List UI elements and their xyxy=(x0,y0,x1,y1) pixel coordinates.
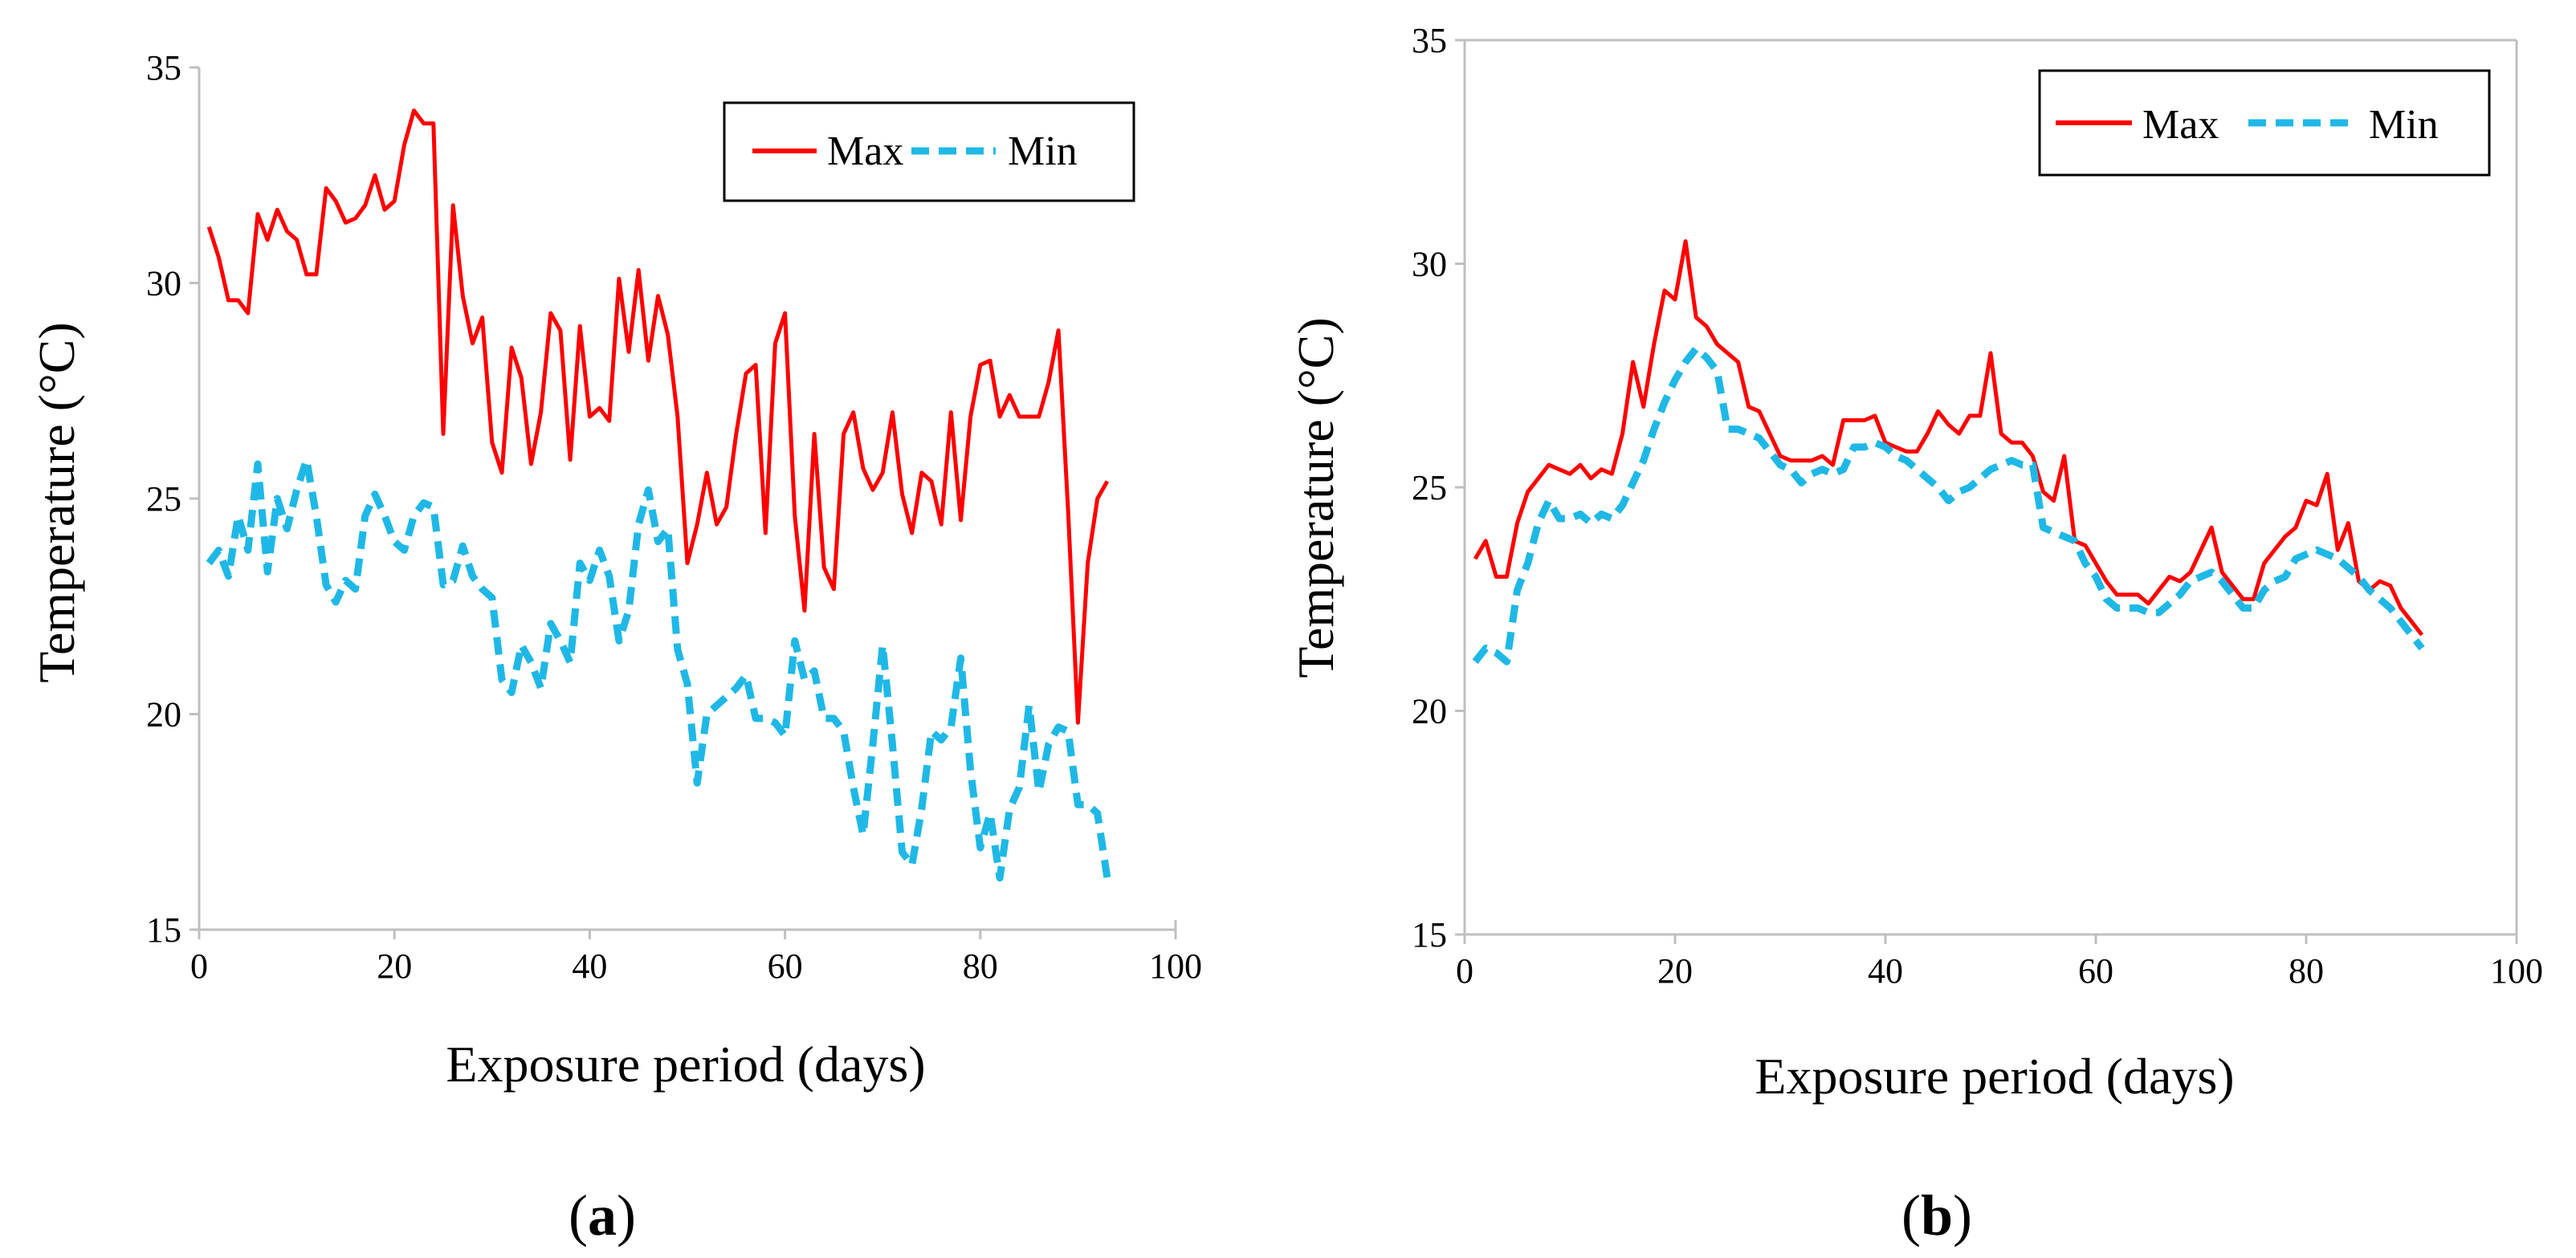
plot-area-a: 15 20 25 30 35 0 20 40 60 80 100 xyxy=(146,48,1202,986)
y-tick-label-a-20: 20 xyxy=(146,695,181,735)
x-tick-label-a-60: 60 xyxy=(768,947,803,986)
legend-label-min-b: Min xyxy=(2369,102,2439,148)
x-tick-label-b-20: 20 xyxy=(1657,951,1693,991)
y-tick-label-a-15: 15 xyxy=(146,910,181,950)
series-line-min-a xyxy=(206,456,1111,882)
chart-b: 15 20 25 30 35 0 20 40 60 80 100 Exposure period (… xyxy=(1287,21,2543,1105)
legend-label-min-a: Min xyxy=(1008,128,1078,174)
legend-a: Max Min xyxy=(723,101,1135,202)
y-tick-label-b-20: 20 xyxy=(1412,692,1447,731)
panel-label-b: (b) xyxy=(1901,1183,1972,1248)
x-tick-label-b-40: 40 xyxy=(1868,951,1903,991)
x-tick-label-b-80: 80 xyxy=(2289,951,2324,991)
y-tick-label-b-15: 15 xyxy=(1412,915,1447,955)
y-tick-label-b-30: 30 xyxy=(1412,245,1447,284)
series-line-min-b xyxy=(1472,344,2425,666)
x-tick-label-a-40: 40 xyxy=(572,947,607,986)
y-tick-label-b-35: 35 xyxy=(1412,21,1447,60)
legend-b: Max Min xyxy=(2038,69,2491,177)
x-tick-label-a-100: 100 xyxy=(1149,947,1202,986)
y-tick-label-a-30: 30 xyxy=(146,264,181,303)
legend-label-max-b: Max xyxy=(2142,102,2219,148)
series-line-max-a xyxy=(206,108,1110,725)
x-tick-label-a-80: 80 xyxy=(963,947,998,986)
x-tick-label-a-0: 0 xyxy=(190,947,208,986)
x-axis-title-a: Exposure period (days) xyxy=(446,1036,925,1093)
x-tick-label-b-100: 100 xyxy=(2490,951,2543,991)
x-tick-label-b-60: 60 xyxy=(2078,951,2113,991)
x-tick-label-b-0: 0 xyxy=(1456,951,1473,991)
y-axis-title-b: Temperature (°C) xyxy=(1287,317,1344,678)
y-tick-label-a-35: 35 xyxy=(146,48,181,88)
chart-a: 15 20 25 30 35 0 20 40 60 80 100 Exposure period (… xyxy=(28,48,1202,1093)
panel-label-a: (a) xyxy=(569,1183,636,1248)
y-axis-title-a: Temperature (°C) xyxy=(28,322,85,682)
y-tick-label-b-25: 25 xyxy=(1412,468,1447,507)
x-tick-label-a-20: 20 xyxy=(377,947,412,986)
y-tick-label-a-25: 25 xyxy=(146,479,181,519)
plot-area-b: 15 20 25 30 35 0 20 40 60 80 100 xyxy=(1412,21,2543,991)
x-axis-title-b: Exposure period (days) xyxy=(1755,1048,2234,1105)
series-line-max-b xyxy=(1473,239,2424,637)
legend-label-max-a: Max xyxy=(827,128,903,174)
